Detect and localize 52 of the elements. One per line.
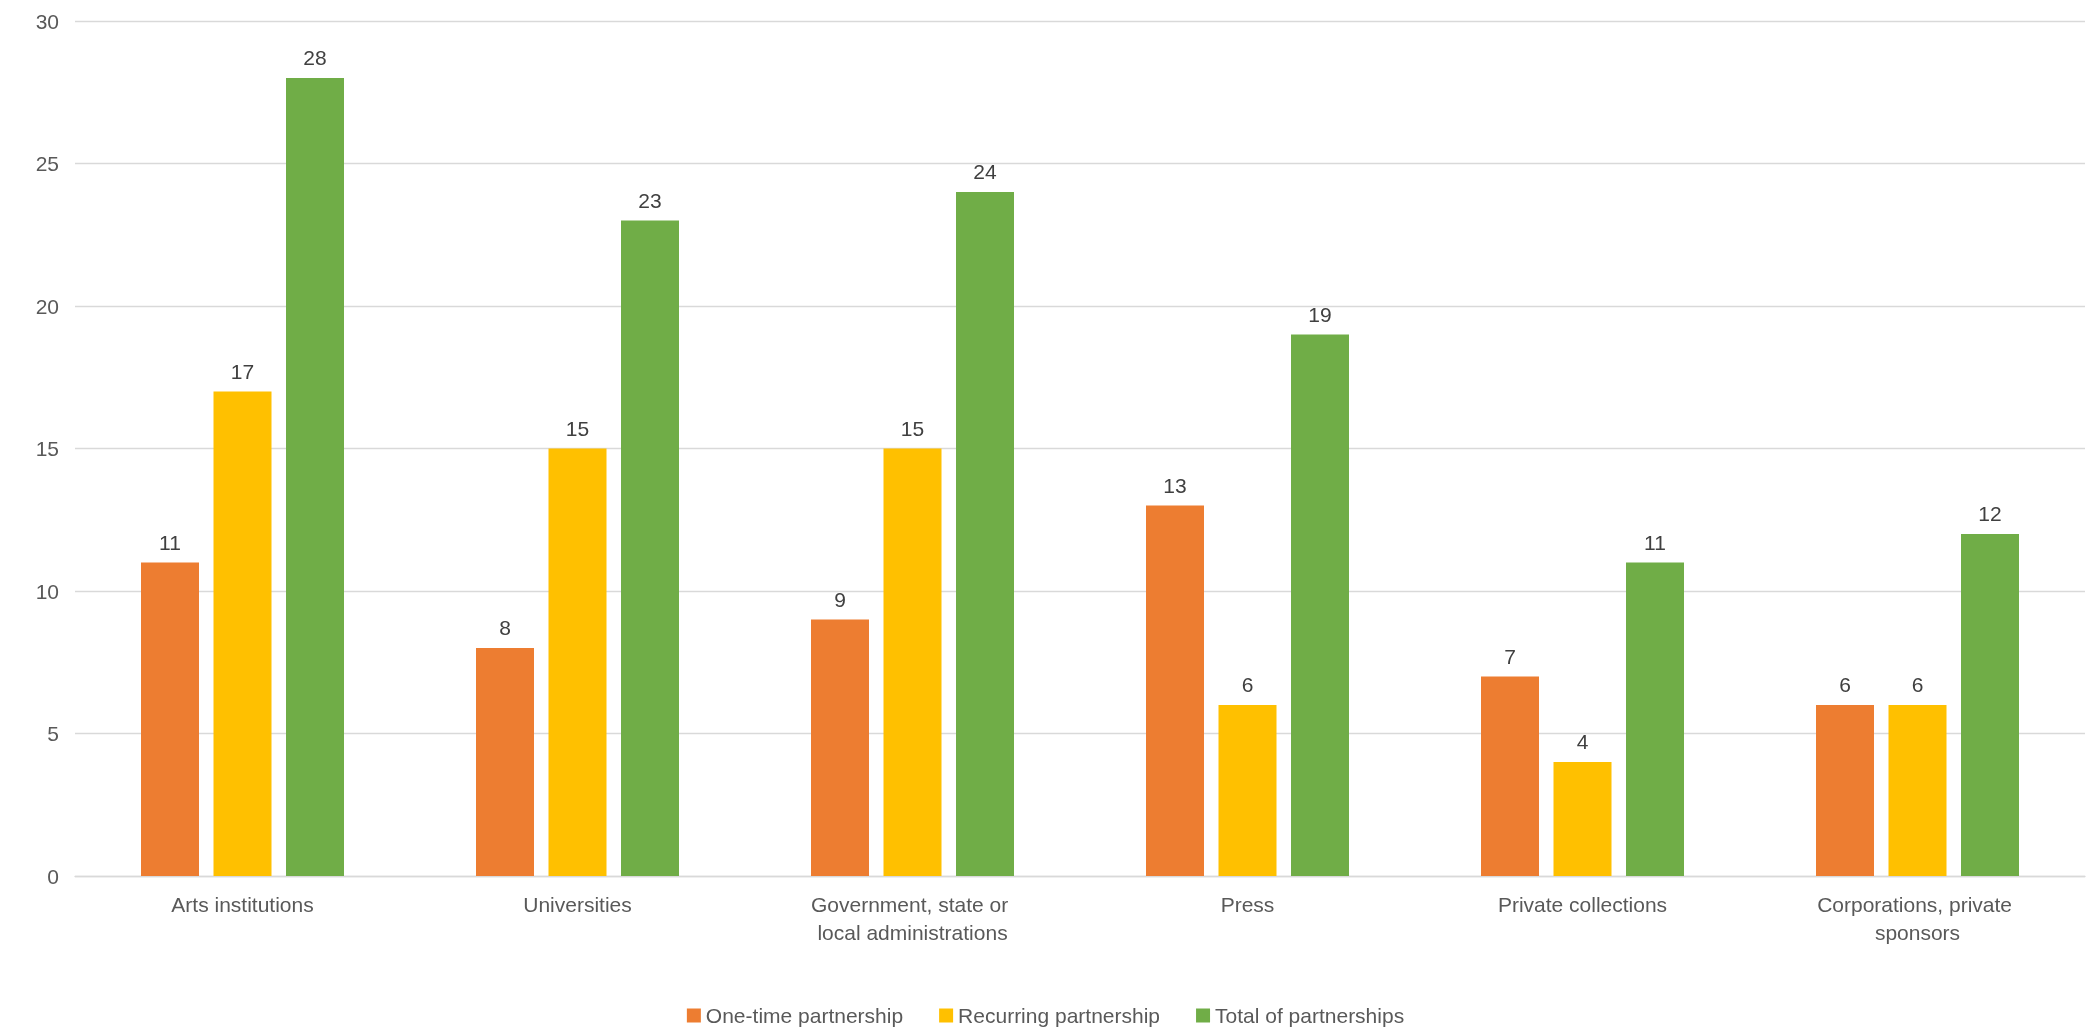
bar — [213, 391, 272, 876]
bar — [476, 648, 534, 876]
x-tick-label: Government, state or local administrations — [810, 892, 1015, 944]
data-label: 11 — [159, 530, 181, 554]
y-tick-label: 0 — [47, 864, 59, 888]
y-tick-label: 25 — [35, 152, 59, 175]
data-label: 9 — [834, 587, 846, 611]
x-tick-label: Press — [1220, 892, 1275, 916]
bar — [883, 448, 942, 876]
y-tick-label: 5 — [47, 722, 59, 745]
data-label: 28 — [303, 46, 327, 69]
bar — [1961, 534, 2019, 876]
bar — [1816, 705, 1874, 876]
data-label: 17 — [230, 359, 255, 383]
bar — [1146, 505, 1204, 876]
legend-label: Recurring partnership — [958, 1004, 1161, 1027]
data-label: 12 — [1978, 502, 2002, 525]
data-label: 8 — [499, 616, 511, 639]
data-label: 24 — [973, 160, 997, 183]
bar — [811, 619, 869, 876]
x-tick-label: Universities — [523, 892, 632, 916]
bar — [1888, 705, 1947, 876]
y-tick-label: 30 — [35, 9, 59, 33]
data-label: 13 — [1163, 473, 1187, 497]
y-tick-label: 20 — [35, 294, 59, 318]
data-label: 15 — [565, 416, 590, 440]
data-label: 6 — [1911, 673, 1924, 696]
bar — [1553, 762, 1612, 876]
data-label: 4 — [1576, 730, 1589, 753]
y-tick-label: 10 — [35, 579, 59, 603]
bar — [956, 192, 1014, 876]
data-label: 19 — [1308, 302, 1332, 326]
data-label: 15 — [900, 416, 925, 440]
x-tick-label: Private collections — [1497, 892, 1668, 916]
data-label: 6 — [1241, 673, 1254, 696]
y-tick-label: 15 — [35, 437, 59, 460]
bar — [286, 78, 344, 876]
bar — [621, 220, 679, 876]
x-tick-label: Corporations, private sponsors — [1817, 892, 2018, 944]
bar — [1481, 676, 1539, 876]
data-label: 23 — [638, 188, 662, 212]
legend-label: Total of partnerships — [1215, 1004, 1405, 1027]
legend-label: One-time partnership — [705, 1004, 904, 1027]
data-label: 7 — [1504, 644, 1516, 668]
x-tick-label: Arts institutions — [171, 892, 314, 916]
bar — [548, 448, 607, 876]
data-label: 11 — [1644, 530, 1666, 554]
bar — [141, 562, 199, 876]
bar — [1218, 705, 1277, 876]
bar — [1291, 334, 1349, 876]
data-label: 6 — [1839, 673, 1851, 696]
bar — [1626, 562, 1684, 876]
